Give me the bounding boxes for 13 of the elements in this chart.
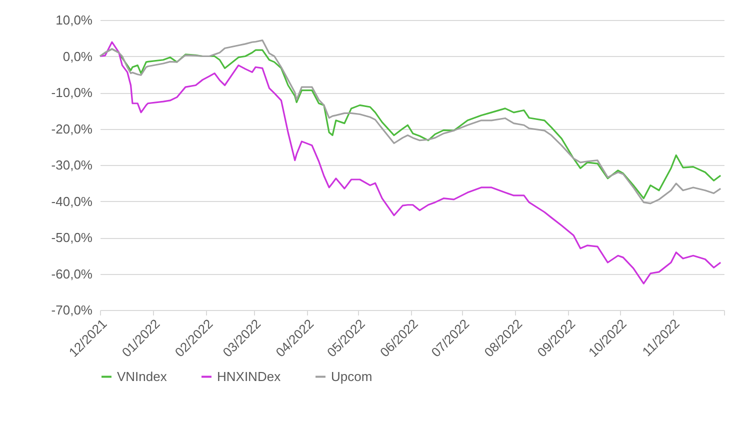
legend-label: Upcom bbox=[331, 368, 372, 384]
y-tick-label: -20,0% bbox=[51, 121, 93, 136]
legend-label: HNXINDex bbox=[217, 368, 282, 384]
y-tick-label: -60,0% bbox=[51, 266, 93, 282]
legend-label: VNIndex bbox=[117, 368, 168, 384]
y-tick-label: -30,0% bbox=[51, 158, 93, 172]
y-tick-label: -10,0% bbox=[51, 85, 93, 100]
y-tick-label: -70,0% bbox=[51, 302, 93, 318]
y-tick-label: -40,0% bbox=[51, 194, 93, 209]
line-series bbox=[99, 41, 722, 284]
y-tick-label: 0,0% bbox=[62, 48, 93, 64]
y-tick-label: -50,0% bbox=[51, 230, 93, 245]
y-tick-label: 10,0% bbox=[56, 12, 93, 28]
